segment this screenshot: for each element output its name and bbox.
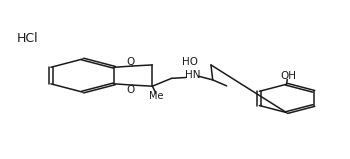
Text: Me: Me xyxy=(149,91,164,101)
Text: O: O xyxy=(126,84,135,94)
Text: HO: HO xyxy=(182,57,198,67)
Text: HN: HN xyxy=(186,70,201,80)
Text: HCl: HCl xyxy=(16,32,38,45)
Text: OH: OH xyxy=(280,71,296,81)
Text: O: O xyxy=(126,57,135,67)
